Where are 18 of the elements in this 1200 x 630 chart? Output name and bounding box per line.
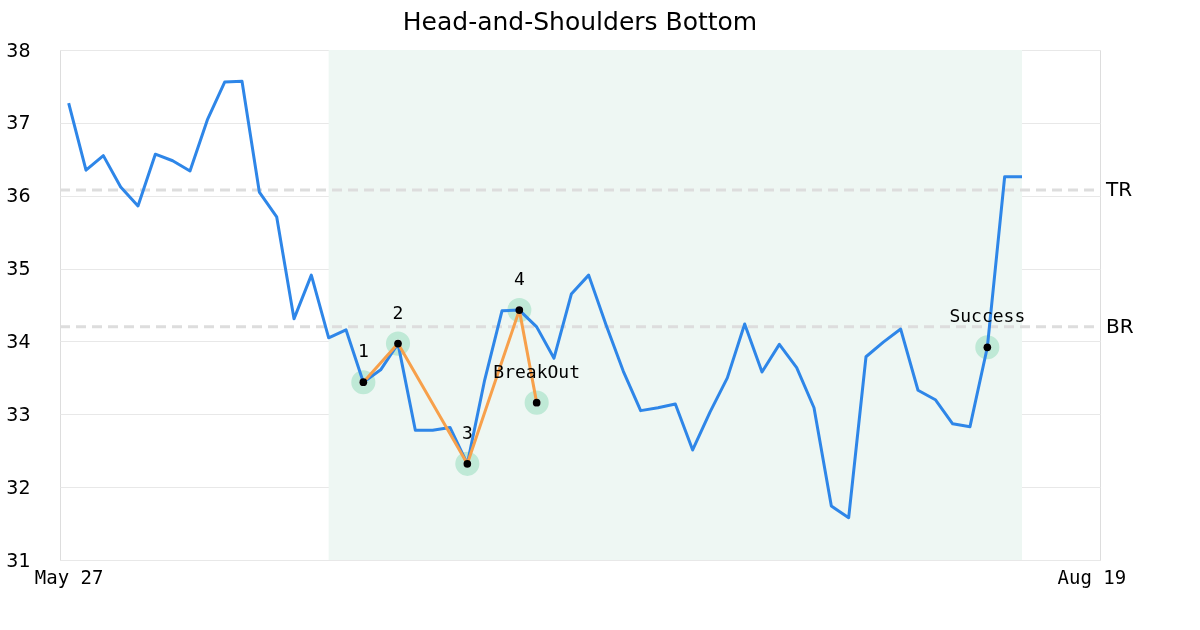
annotation: 2 [392, 301, 404, 323]
x-tick-label: Aug 19 [1057, 565, 1127, 588]
annotation: 4 [513, 268, 525, 290]
y-tick-label: 34 [6, 329, 31, 352]
y-tick-label: 36 [6, 184, 31, 207]
annotation: 1 [357, 340, 369, 362]
y-tick-label: 33 [6, 402, 31, 425]
ref-line-label: TR [1105, 176, 1133, 201]
y-tick-label: 37 [6, 111, 31, 134]
y-tick-label: 31 [6, 548, 31, 571]
ref-line-label: BR [1106, 313, 1134, 338]
y-tick-label: 38 [6, 38, 31, 61]
line-series [67, 79, 1024, 520]
y-tick-label: 35 [6, 257, 31, 280]
annotation: 3 [461, 421, 473, 443]
y-tick-label: 32 [6, 475, 31, 498]
x-tick-label: May 27 [34, 565, 104, 588]
chart-title: Head-and-Shoulders Bottom [402, 7, 758, 36]
